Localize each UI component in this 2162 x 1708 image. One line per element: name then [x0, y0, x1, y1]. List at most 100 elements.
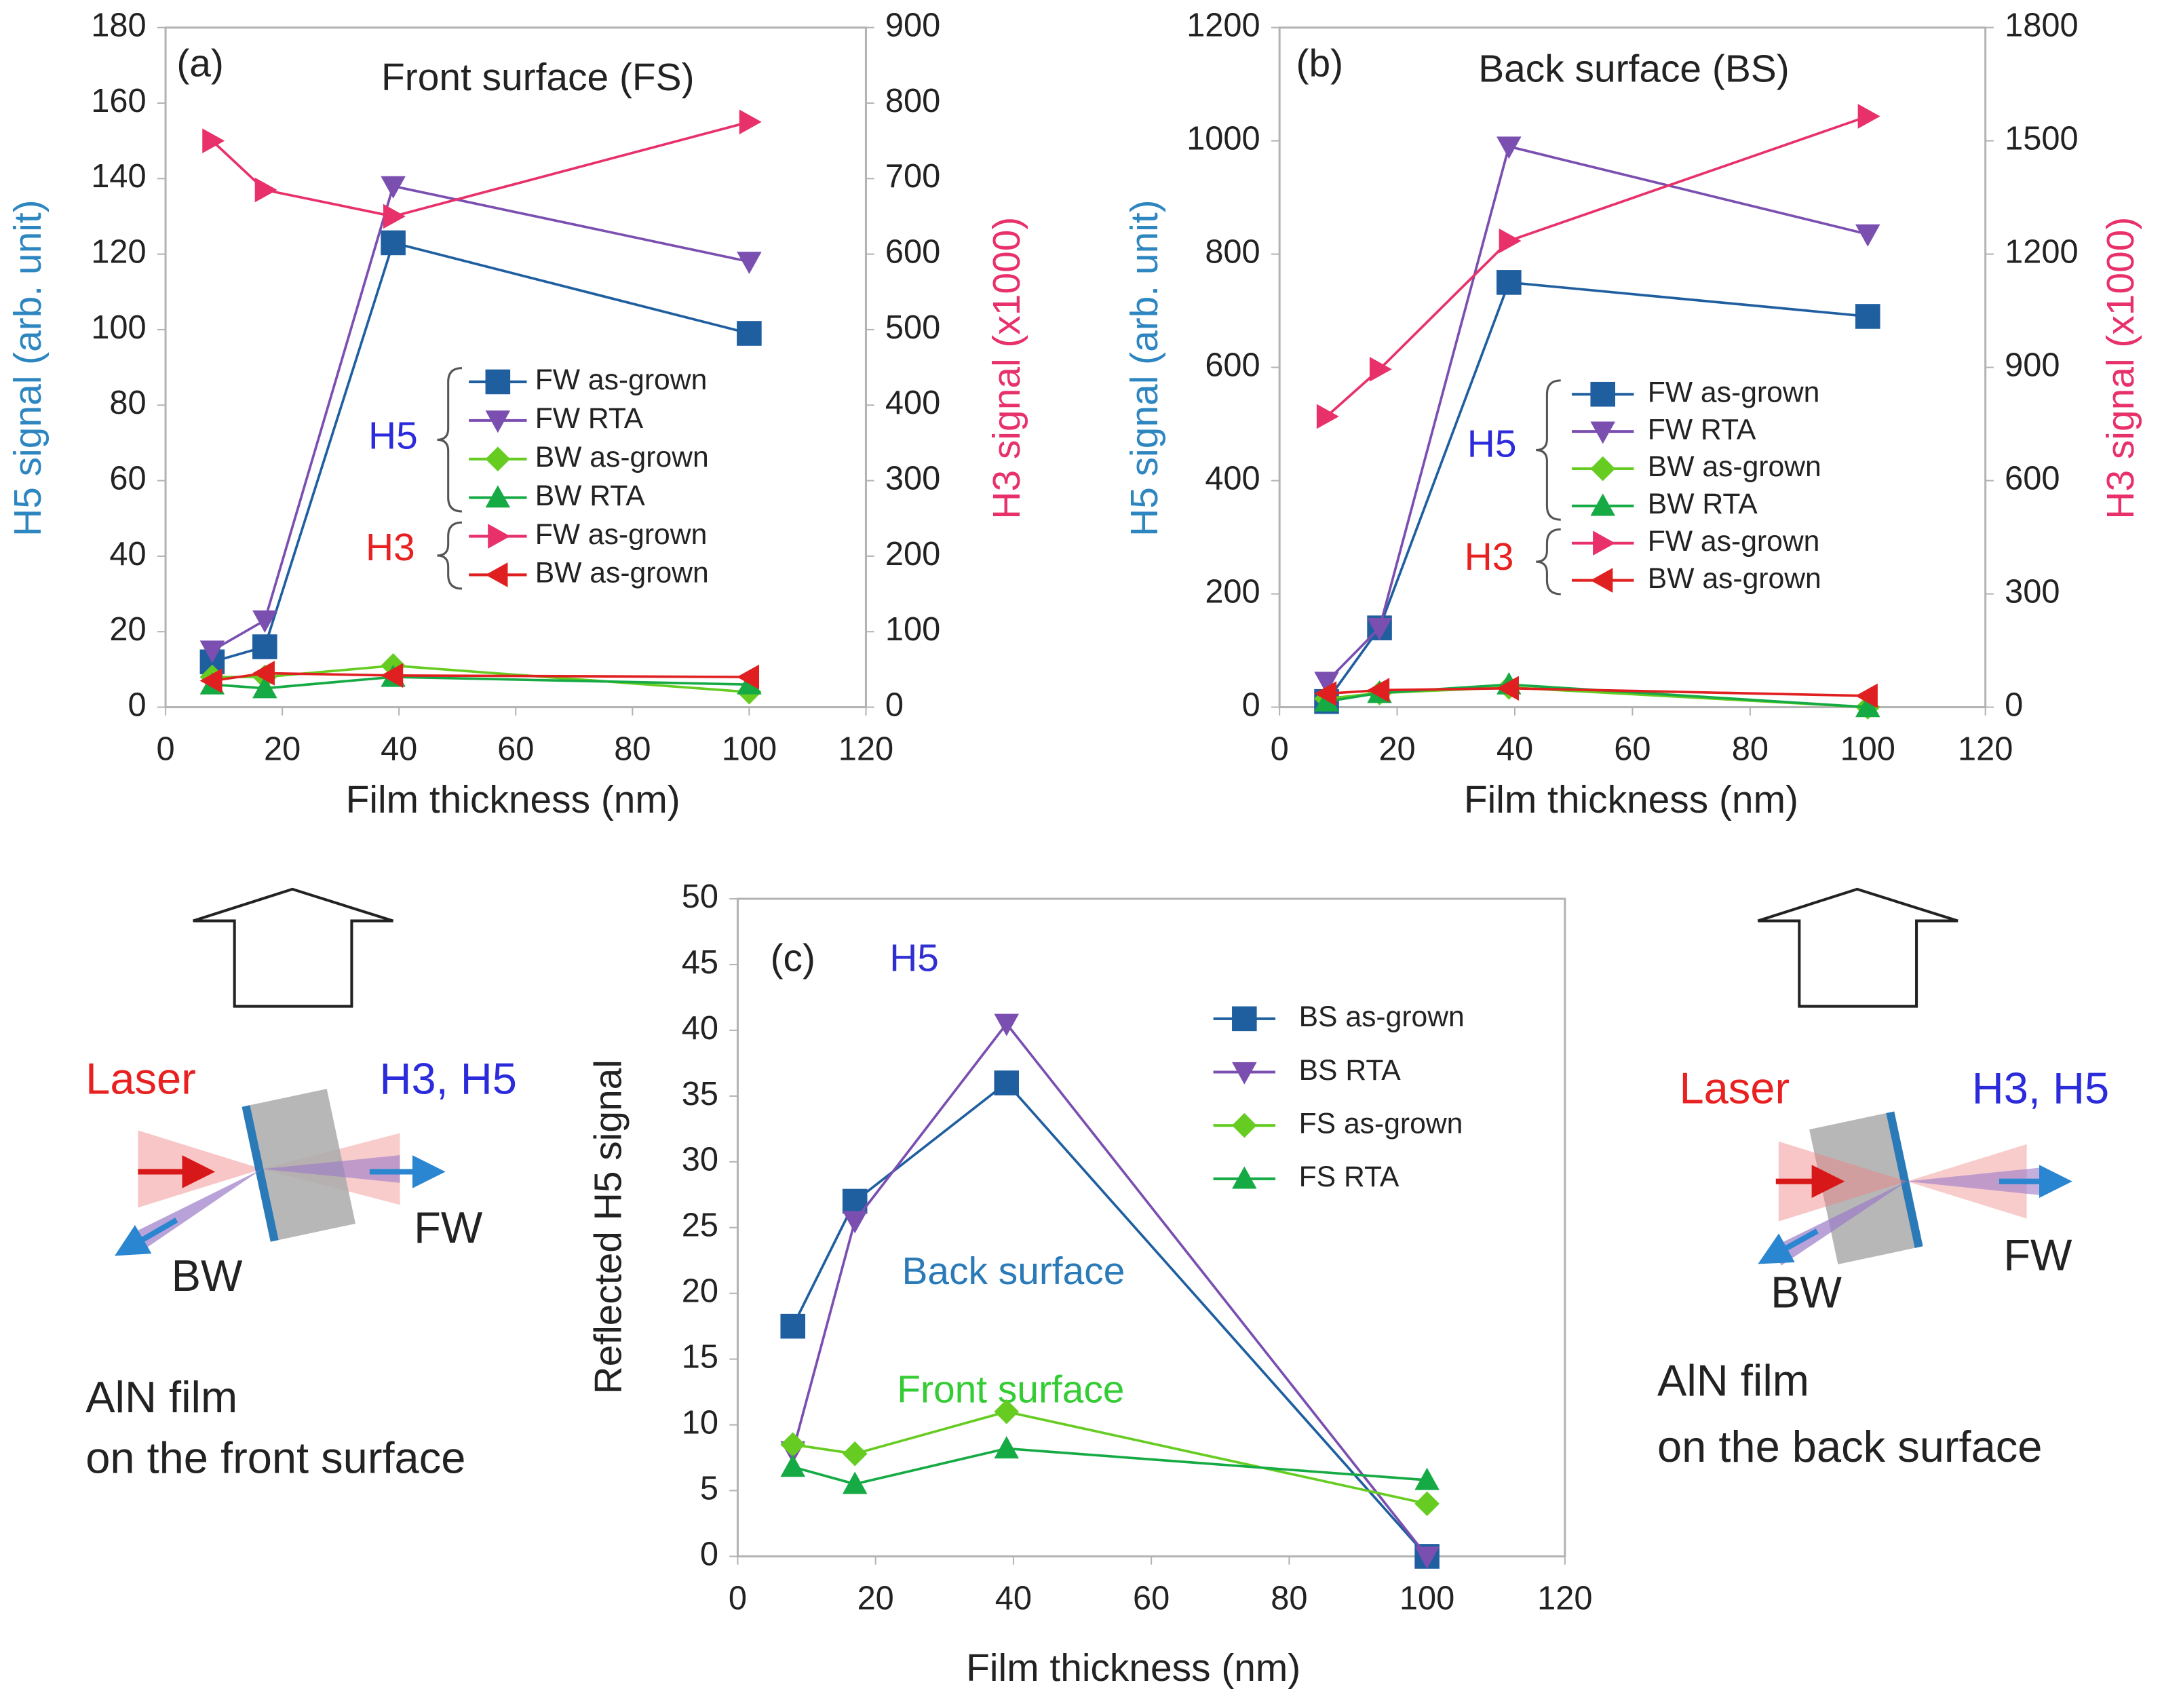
marker: [1414, 1467, 1440, 1490]
legend-label: FW as-grown: [1648, 525, 1820, 558]
plot-frame: [164, 26, 867, 709]
y2-tick-label: 0: [2005, 686, 2023, 723]
series-line: [1326, 281, 1868, 703]
y2-tick-label: 900: [2005, 347, 2060, 383]
marker: [254, 177, 277, 203]
series-line: [792, 1410, 1427, 1505]
annotation: (a): [176, 42, 224, 85]
hollow-arrow: [193, 887, 394, 1008]
y-tick-label: 0: [1242, 686, 1260, 723]
legend-marker: [485, 562, 508, 587]
bw-harmonic-beam: [131, 1169, 263, 1252]
front-diagram: Laser H3, H5 FW BW AlN film on the front…: [85, 887, 517, 1482]
x-axis-label: Film thickness (nm): [966, 1646, 1300, 1690]
back-diagram: Laser H3, H5 FW BW AlN film on the back …: [1657, 887, 2109, 1471]
x-tick-label: 0: [729, 1580, 747, 1616]
film: [1886, 1111, 1923, 1248]
laser-label: Laser: [85, 1054, 196, 1104]
marker: [199, 668, 223, 693]
x-tick-label: 60: [1614, 731, 1651, 767]
series-line: [212, 241, 750, 663]
legend-label: BW RTA: [1648, 488, 1758, 520]
y-tick-label: 20: [682, 1273, 718, 1310]
x-tick-label: 40: [381, 731, 417, 767]
y-tick-label: 40: [682, 1010, 718, 1047]
marker: [994, 1436, 1020, 1459]
legend-marker: [1590, 568, 1613, 593]
y-tick-label: 60: [109, 460, 146, 497]
marker: [1314, 681, 1337, 706]
marker: [739, 109, 762, 135]
marker: [1414, 1546, 1440, 1569]
legend-marker: [1593, 530, 1616, 556]
legend-marker: [1232, 1112, 1257, 1138]
legend-label: FS as-grown: [1299, 1107, 1463, 1140]
annotation: Back surface: [902, 1249, 1125, 1293]
y-tick-label: 180: [91, 7, 146, 44]
annotation: (b): [1296, 42, 1344, 85]
series-line: [1326, 686, 1868, 697]
legend-marker: [1590, 421, 1616, 444]
y-tick-label: 100: [91, 309, 146, 346]
y-tick-label: 0: [128, 686, 146, 723]
legend-brace: [1536, 528, 1561, 596]
legend-marker: [1590, 381, 1616, 407]
y2-tick-label: 100: [885, 611, 940, 648]
marker: [737, 321, 762, 346]
marker: [1855, 683, 1878, 709]
y-tick-label: 10: [682, 1404, 718, 1441]
marker: [202, 128, 225, 153]
fw-label: FW: [2003, 1230, 2072, 1280]
series-line: [1326, 144, 1868, 683]
bw-label: BW: [1771, 1268, 1842, 1317]
y-tick-label: 160: [91, 83, 146, 119]
legend-label: BW RTA: [535, 480, 645, 512]
legend-brace: [1536, 379, 1561, 521]
x-tick-label: 60: [497, 731, 534, 767]
marker: [1314, 672, 1339, 695]
x-tick-label: 80: [1732, 731, 1769, 767]
marker: [381, 230, 406, 256]
y2-tick-label: 600: [2005, 460, 2060, 497]
series-line: [792, 1081, 1428, 1557]
x-tick-label: 0: [1271, 731, 1289, 767]
legend-label: FW RTA: [535, 402, 644, 435]
y2-axis-label: H3 signal (x1000): [2099, 217, 2142, 520]
harmonics-label: H3, H5: [1972, 1064, 2109, 1113]
bw-arrow: [1758, 1228, 1819, 1264]
marker: [252, 634, 277, 659]
legend-marker: [1232, 1006, 1257, 1032]
caption: on the front surface: [85, 1433, 465, 1482]
y-tick-label: 80: [109, 385, 146, 421]
series-line: [212, 672, 750, 682]
legend-label: BS as-grown: [1299, 1001, 1465, 1033]
marker: [252, 676, 277, 699]
y-tick-label: 15: [682, 1339, 718, 1376]
marker: [842, 1211, 868, 1234]
legend-label: BS RTA: [1299, 1054, 1402, 1087]
y-tick-label: 35: [682, 1076, 718, 1112]
y-tick-label: 50: [682, 878, 718, 915]
legend-label: FW as-grown: [535, 518, 708, 551]
y-tick-label: 0: [700, 1536, 718, 1572]
annotation: (c): [771, 937, 815, 980]
legend-marker: [1590, 493, 1616, 516]
x-tick-label: 100: [1840, 731, 1895, 767]
x-tick-label: 20: [264, 731, 301, 767]
legend-label: FS RTA: [1299, 1161, 1399, 1193]
x-tick-label: 120: [1958, 731, 2013, 767]
harmonics-label: H3, H5: [380, 1054, 517, 1104]
y-tick-label: 20: [109, 611, 146, 648]
chart-title: Front surface (FS): [381, 56, 695, 99]
x-tick-label: 100: [1399, 1580, 1454, 1616]
y2-tick-label: 500: [885, 309, 940, 346]
caption: AlN film: [85, 1372, 237, 1422]
legend-group-label: H3: [366, 526, 415, 569]
chart-title: Back surface (BS): [1478, 47, 1789, 91]
marker: [1369, 357, 1392, 382]
y2-tick-label: 1500: [2005, 121, 2079, 157]
y2-tick-label: 0: [885, 686, 904, 723]
y-tick-label: 140: [91, 158, 146, 195]
x-tick-label: 120: [838, 731, 893, 767]
marker: [994, 1399, 1020, 1424]
